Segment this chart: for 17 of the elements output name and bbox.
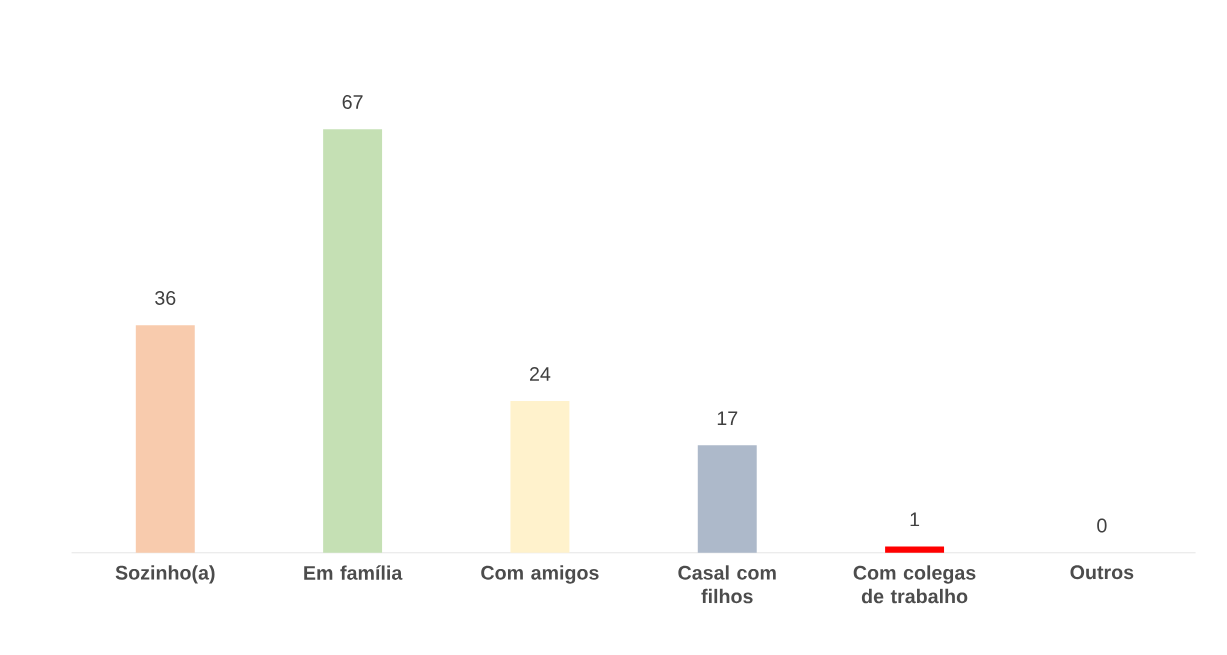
x-tick-label: Com amigos [481, 565, 599, 584]
bar [510, 401, 570, 553]
data-label: 36 [155, 291, 176, 305]
bar [697, 445, 757, 553]
x-tick-label: Outros [1070, 565, 1134, 580]
x-tick-label: Em família [304, 565, 403, 580]
data-label: 17 [717, 411, 738, 426]
data-label: 67 [342, 95, 363, 109]
x-tick-label: Com colegas de trabalho [853, 565, 976, 604]
x-tick-label: Sozinho(a) [115, 565, 215, 584]
data-label: 1 [910, 512, 920, 527]
data-label: 0 [1097, 518, 1107, 533]
data-label: 24 [529, 367, 551, 381]
bar [885, 546, 945, 553]
x-tick-label: Casal com filhos [678, 565, 776, 604]
bar [135, 325, 195, 553]
bar [323, 129, 383, 553]
